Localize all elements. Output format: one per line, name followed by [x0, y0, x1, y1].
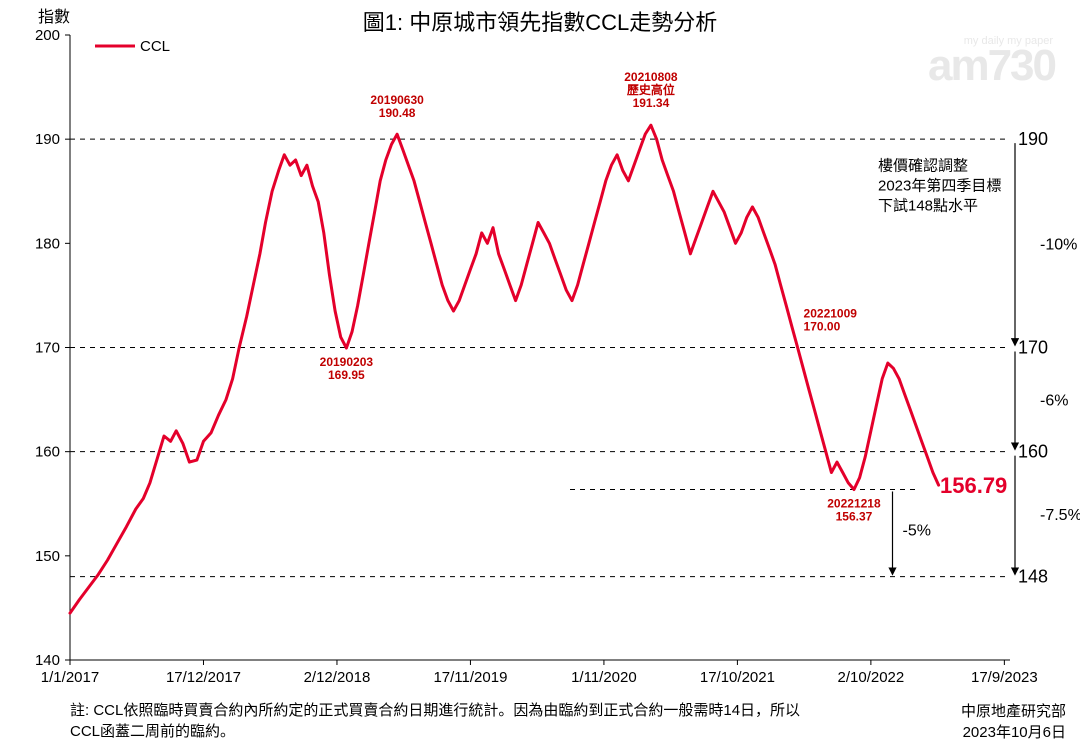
svg-text:2/10/2022: 2/10/2022: [838, 669, 905, 686]
svg-text:圖1: 中原城市領先指數CCL走勢分析: 圖1: 中原城市領先指數CCL走勢分析: [363, 10, 717, 35]
svg-text:156.37: 156.37: [836, 509, 873, 523]
svg-text:指數: 指數: [38, 8, 70, 26]
svg-text:2023年第四季目標: 2023年第四季目標: [878, 176, 1001, 194]
svg-text:17/12/2017: 17/12/2017: [166, 669, 241, 686]
svg-text:190.48: 190.48: [379, 106, 416, 120]
svg-text:160: 160: [35, 444, 60, 461]
svg-text:20221218: 20221218: [827, 496, 881, 510]
svg-text:-6%: -6%: [1040, 393, 1068, 410]
svg-text:169.95: 169.95: [328, 368, 365, 382]
svg-text:190: 190: [35, 131, 60, 148]
svg-text:170: 170: [1018, 338, 1048, 358]
svg-text:17/10/2021: 17/10/2021: [700, 669, 775, 686]
svg-text:180: 180: [35, 235, 60, 252]
svg-text:CCL: CCL: [140, 38, 170, 55]
svg-text:160: 160: [1018, 442, 1048, 462]
svg-text:歷史高位: 歷史高位: [627, 82, 675, 97]
source-block: 中原地產研究部 2023年10月6日: [961, 700, 1066, 742]
svg-text:my daily my paper: my daily my paper: [964, 35, 1054, 47]
chart-svg: am730my daily my paper 圖1: 中原城市領先指數CCL走勢分…: [0, 0, 1080, 755]
source-line-1: 中原地產研究部: [961, 700, 1066, 721]
svg-text:20221009: 20221009: [804, 307, 858, 321]
svg-text:樓價確認調整: 樓價確認調整: [878, 157, 968, 174]
svg-text:2/12/2018: 2/12/2018: [304, 669, 371, 686]
footnote: 註: CCL依照臨時買賣合約內所約定的正式買賣合約日期進行統計。因為由臨約到正式…: [70, 700, 810, 742]
svg-text:20190630: 20190630: [370, 93, 424, 107]
svg-text:下試148點水平: 下試148點水平: [878, 197, 978, 214]
svg-text:1/1/2017: 1/1/2017: [41, 669, 99, 686]
svg-text:191.34: 191.34: [633, 96, 670, 110]
svg-text:148: 148: [1018, 567, 1048, 587]
svg-text:17/11/2019: 17/11/2019: [433, 669, 507, 686]
svg-text:1/11/2020: 1/11/2020: [571, 669, 637, 686]
svg-text:170: 170: [35, 340, 60, 357]
svg-text:170.00: 170.00: [804, 320, 841, 334]
svg-text:17/9/2023: 17/9/2023: [971, 669, 1038, 686]
svg-text:190: 190: [1018, 129, 1048, 149]
svg-text:140: 140: [35, 652, 60, 669]
svg-text:150: 150: [35, 548, 60, 565]
svg-text:-5%: -5%: [903, 522, 931, 539]
svg-text:156.79: 156.79: [940, 473, 1007, 498]
source-line-2: 2023年10月6日: [961, 721, 1066, 742]
svg-text:-10%: -10%: [1040, 236, 1077, 253]
svg-text:200: 200: [35, 27, 60, 44]
svg-text:-7.5%: -7.5%: [1040, 507, 1080, 524]
svg-text:20210808: 20210808: [624, 70, 678, 84]
svg-text:20190203: 20190203: [320, 355, 374, 369]
svg-text:am730: am730: [928, 41, 1056, 90]
